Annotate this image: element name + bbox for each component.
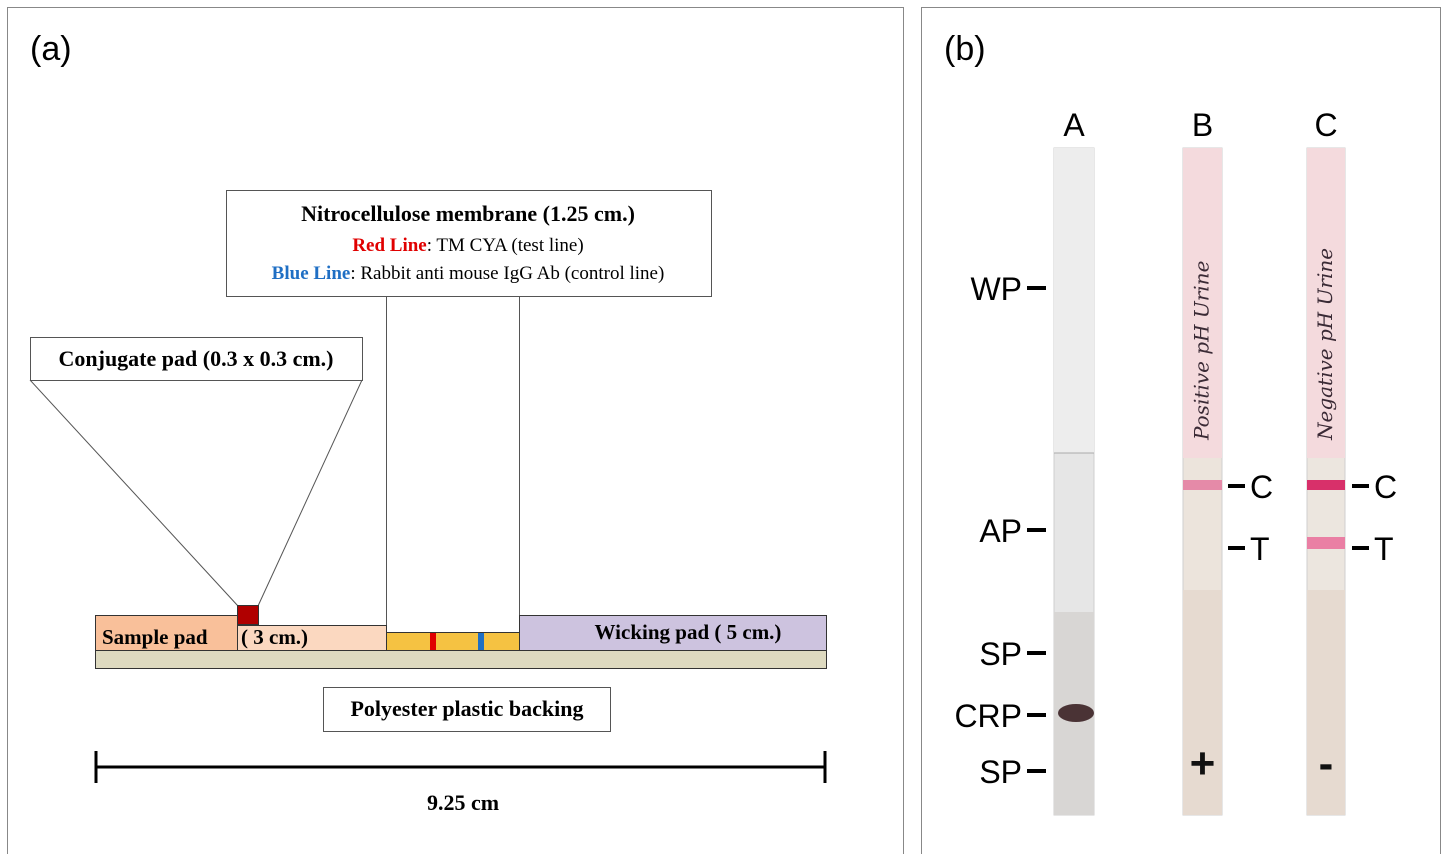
membrane-strip	[386, 632, 520, 651]
blue-line-label: Blue Line	[272, 263, 351, 284]
red-line-label: Red Line	[352, 235, 426, 256]
zone-label: AP	[979, 513, 1022, 549]
red-line-text: Red Line: TM CYA (test line)	[352, 235, 583, 256]
sample-pad-label: Sample pad	[102, 625, 208, 649]
strip-top	[1307, 148, 1345, 458]
membrane-title: Nitrocellulose membrane (1.25 cm.)	[301, 201, 635, 226]
strip-label: B	[1192, 107, 1213, 143]
conjugate-leader	[257, 379, 363, 607]
strips: A Positive pH Urine + B Negative pH Urine - C W…	[954, 107, 1397, 816]
membrane-box	[226, 190, 712, 297]
line-label: T	[1374, 531, 1394, 567]
control-band	[1307, 480, 1345, 490]
backing-label: Polyester plastic backing	[350, 696, 583, 721]
zone-label: SP	[979, 754, 1022, 790]
zone-label: WP	[970, 271, 1022, 307]
blue-line-desc: : Rabbit anti mouse IgG Ab (control line…	[350, 263, 664, 284]
conjugate-leader	[29, 379, 239, 607]
red-line-desc: : TM CYA (test line)	[427, 235, 584, 256]
conjugate-pad	[237, 605, 259, 625]
line-label: C	[1374, 469, 1397, 505]
line-label: T	[1250, 531, 1270, 567]
test-band	[1307, 537, 1345, 549]
conjugate-box	[30, 337, 363, 381]
backing-box	[323, 687, 611, 732]
handwritten-note: Negative pH Urine	[1313, 248, 1337, 441]
test-line	[430, 633, 436, 650]
control-band	[1183, 480, 1222, 490]
conjugate-strip	[237, 625, 387, 651]
crp-spot	[1058, 704, 1094, 722]
sample-pad-size: ( 3 cm.)	[241, 625, 308, 649]
panel-label: (a)	[30, 30, 72, 68]
strip-pad	[1054, 148, 1094, 453]
panel-label: (b)	[944, 30, 986, 68]
sample-pad	[95, 615, 238, 651]
strip-label: A	[1063, 107, 1085, 143]
control-line	[478, 633, 484, 650]
strip-bottom	[1183, 590, 1222, 815]
strip-bottom	[1307, 590, 1345, 815]
zone-label: SP	[979, 636, 1022, 672]
line-label: C	[1250, 469, 1273, 505]
wicking-pad	[519, 615, 827, 651]
strip-sign: +	[1190, 739, 1216, 788]
backing-strip	[95, 650, 827, 669]
strip-sign: -	[1319, 739, 1334, 788]
panel-a-border	[7, 7, 904, 854]
scale-label: 9.25 cm	[427, 790, 499, 815]
strip-top	[1183, 148, 1222, 458]
handwritten-note: Positive pH Urine	[1190, 261, 1214, 441]
panel-b-border	[921, 7, 1441, 854]
wicking-pad-label: Wicking pad ( 5 cm.)	[595, 620, 782, 644]
blue-line-text: Blue Line: Rabbit anti mouse IgG Ab (con…	[272, 263, 665, 284]
zone-label: CRP	[954, 698, 1022, 734]
conjugate-label: Conjugate pad (0.3 x 0.3 cm.)	[59, 346, 334, 371]
strip-label: C	[1314, 107, 1337, 143]
